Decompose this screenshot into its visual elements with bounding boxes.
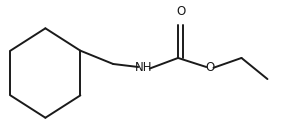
Text: O: O — [176, 5, 185, 18]
Text: NH: NH — [135, 61, 152, 74]
Text: O: O — [205, 61, 214, 74]
